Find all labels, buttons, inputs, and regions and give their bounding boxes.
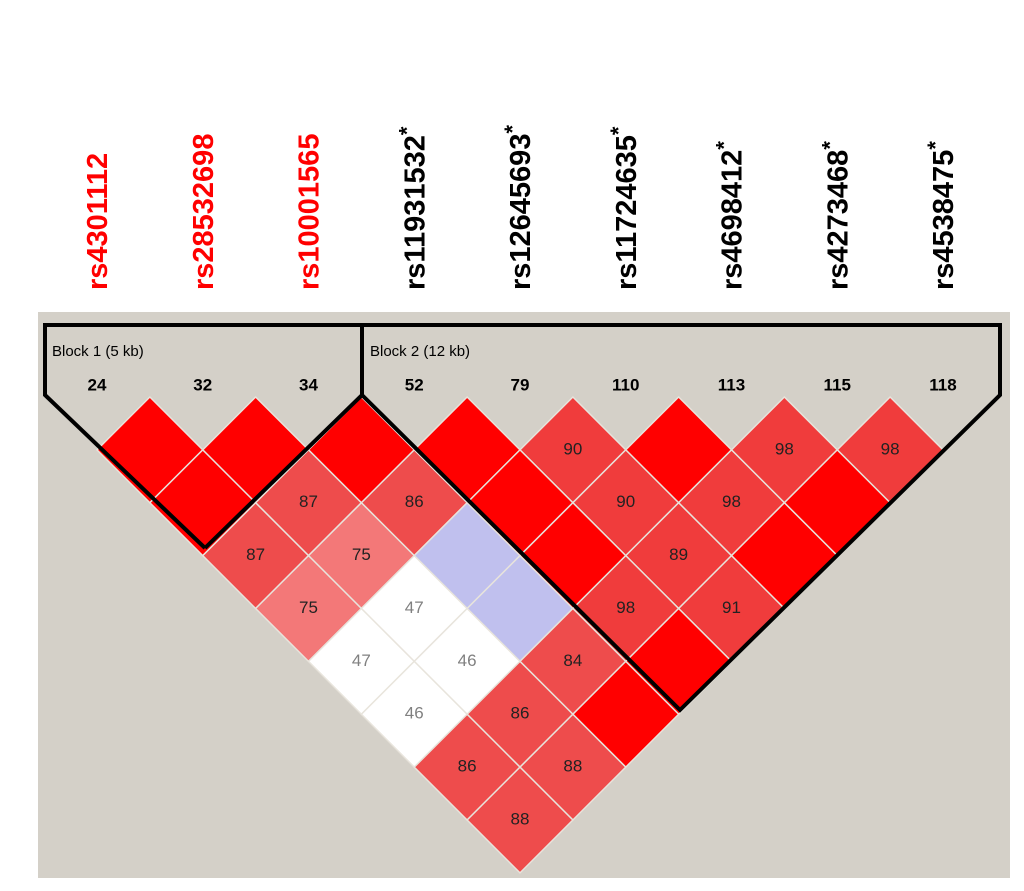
snp-mark: * [817, 141, 842, 150]
block-label: Block 1 (5 kb) [52, 343, 144, 360]
ld-value: 75 [299, 598, 318, 617]
ld-value: 98 [775, 439, 794, 458]
ld-value: 86 [405, 492, 424, 511]
snp-mark: * [394, 126, 419, 135]
snp-position: 52 [405, 375, 424, 394]
ld-value: 86 [458, 757, 477, 776]
snp-position: 113 [718, 375, 745, 394]
snp-mark: * [923, 141, 948, 150]
snp-mark: * [712, 141, 737, 150]
snp-name: rs4698412 [717, 150, 749, 290]
snp-name: rs4273468 [822, 150, 854, 290]
snp-label: rs12645693* [500, 125, 537, 290]
snp-name: rs28532698 [188, 134, 220, 290]
ld-value: 46 [458, 651, 477, 670]
ld-value: 47 [352, 651, 371, 670]
snp-position: 110 [612, 375, 639, 394]
ld-cell [466, 766, 574, 874]
snp-position: 79 [511, 375, 530, 394]
ld-value: 89 [669, 545, 688, 564]
ld-value: 87 [246, 545, 265, 564]
snp-label: rs4301112 [82, 153, 114, 290]
ld-value: 90 [616, 492, 635, 511]
snp-label: rs11724635* [606, 126, 643, 290]
ld-value: 86 [511, 704, 530, 723]
snp-label: rs4538475* [923, 141, 960, 290]
ld-value: 47 [405, 598, 424, 617]
snp-label: rs4698412* [712, 141, 749, 290]
snp-position: 32 [193, 375, 212, 394]
snp-name: rs11931532 [399, 135, 431, 290]
snp-position: 24 [88, 375, 107, 394]
block-label: Block 2 (12 kb) [370, 343, 470, 360]
snp-label: rs10001565 [294, 134, 326, 290]
snp-mark: * [500, 125, 525, 134]
ld-value: 98 [881, 439, 900, 458]
ld-value: 98 [722, 492, 741, 511]
snp-label: rs28532698 [188, 134, 220, 290]
snp-name: rs4301112 [82, 153, 114, 290]
snp-name: rs11724635 [611, 135, 643, 290]
snp-name: rs4538475 [928, 150, 960, 290]
ld-value: 91 [722, 598, 741, 617]
ld-value: 98 [616, 598, 635, 617]
block-outline [43, 323, 364, 550]
ld-value: 90 [563, 439, 582, 458]
ld-value: 87 [299, 492, 318, 511]
snp-position: 115 [824, 375, 851, 394]
ld-value: 84 [563, 651, 582, 670]
ld-value: 46 [405, 704, 424, 723]
snp-label: rs4273468* [817, 141, 854, 290]
snp-position: 118 [929, 375, 956, 394]
snp-position: 34 [299, 375, 318, 394]
ld-value: 75 [352, 545, 371, 564]
block-outline [360, 323, 1002, 713]
snp-name: rs12645693 [505, 134, 537, 290]
snp-mark: * [606, 126, 631, 135]
ld-value: 88 [511, 809, 530, 828]
snp-label: rs11931532* [394, 126, 431, 290]
ld-value: 88 [563, 757, 582, 776]
snp-name: rs10001565 [294, 134, 326, 290]
